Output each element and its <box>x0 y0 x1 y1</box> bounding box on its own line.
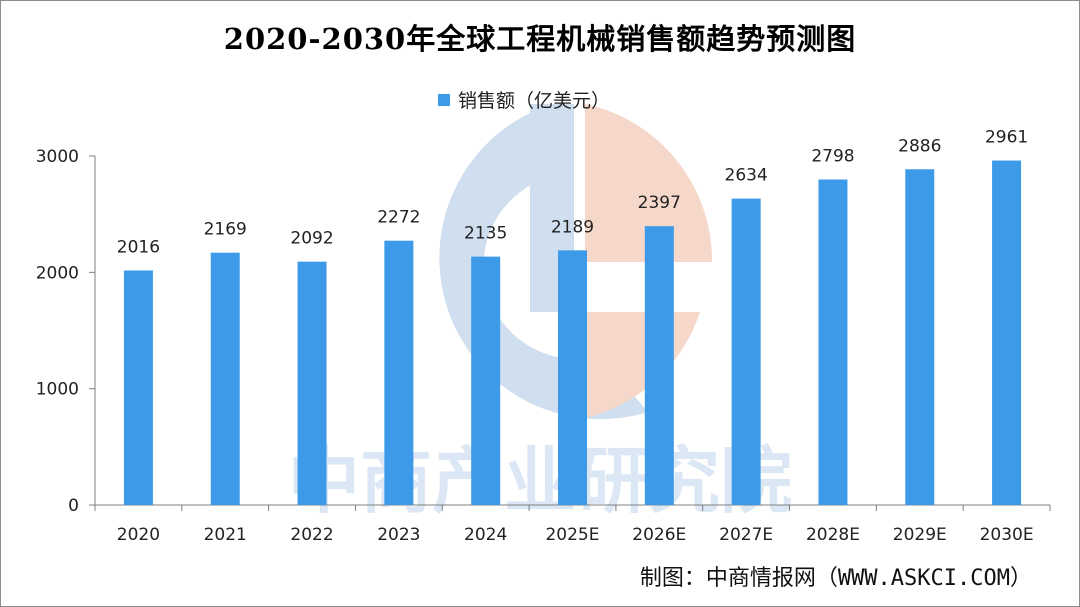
x-tick-label: 2029E <box>893 525 947 545</box>
x-tick-label: 2021 <box>204 525 247 545</box>
y-tick-label: 3000 <box>36 147 79 167</box>
data-label: 2092 <box>290 229 333 249</box>
watermark-orange-top <box>585 104 713 262</box>
bar-2020 <box>123 270 153 505</box>
bar-2028E <box>818 179 848 505</box>
bar-2027E <box>731 198 761 505</box>
data-label: 2886 <box>898 136 941 156</box>
axes: 0 1000 2000 3000 <box>36 147 1051 516</box>
x-tick-label: 2027E <box>719 525 773 545</box>
y-tick-label: 0 <box>68 496 79 516</box>
legend-swatch <box>438 93 450 106</box>
data-label: 2798 <box>811 146 854 166</box>
bar-2022 <box>297 261 327 505</box>
x-tick-label: 2030E <box>980 525 1034 545</box>
x-tick-label: 2022 <box>290 525 333 545</box>
x-tick-label: 2024 <box>464 525 507 545</box>
x-tick-label: 2026E <box>632 525 686 545</box>
data-label: 2272 <box>377 208 420 228</box>
data-label: 2961 <box>985 128 1028 148</box>
bars-group <box>123 160 1022 506</box>
data-label: 2189 <box>551 217 594 237</box>
x-tick-label: 2023 <box>377 525 420 545</box>
chart-title: 2020-2030年全球工程机械销售额趋势预测图 <box>223 22 857 56</box>
labels-group: 2020 2016 2021 2169 2022 2092 2023 2272 2024 2135… <box>117 128 1034 545</box>
bar-2023 <box>384 240 414 505</box>
data-label: 2634 <box>725 166 768 186</box>
bar-2024 <box>471 256 501 505</box>
watermark-orange-bottom <box>585 312 700 418</box>
x-tick-label: 2028E <box>806 525 860 545</box>
y-tick-label: 2000 <box>36 263 79 283</box>
y-tick-label: 1000 <box>36 380 79 400</box>
bar-2026E <box>644 226 674 506</box>
data-label: 2169 <box>204 220 247 240</box>
bar-2029E <box>905 169 935 505</box>
data-label: 2397 <box>638 193 681 213</box>
legend-label: 销售额（亿美元） <box>458 90 611 112</box>
x-tick-label: 2025E <box>545 525 599 545</box>
data-label: 2135 <box>464 224 507 244</box>
x-tick-label: 2020 <box>117 525 160 545</box>
data-label: 2016 <box>117 237 160 257</box>
watermark-text: 中商产业研究院 <box>288 439 792 523</box>
source-footer: 制图：中商情报网（WWW.ASKCI.COM） <box>639 566 1032 591</box>
legend: 销售额（亿美元） <box>438 86 610 113</box>
bar-2030E <box>992 160 1022 506</box>
bar-2021 <box>210 252 240 505</box>
bar-2025E <box>558 250 587 505</box>
